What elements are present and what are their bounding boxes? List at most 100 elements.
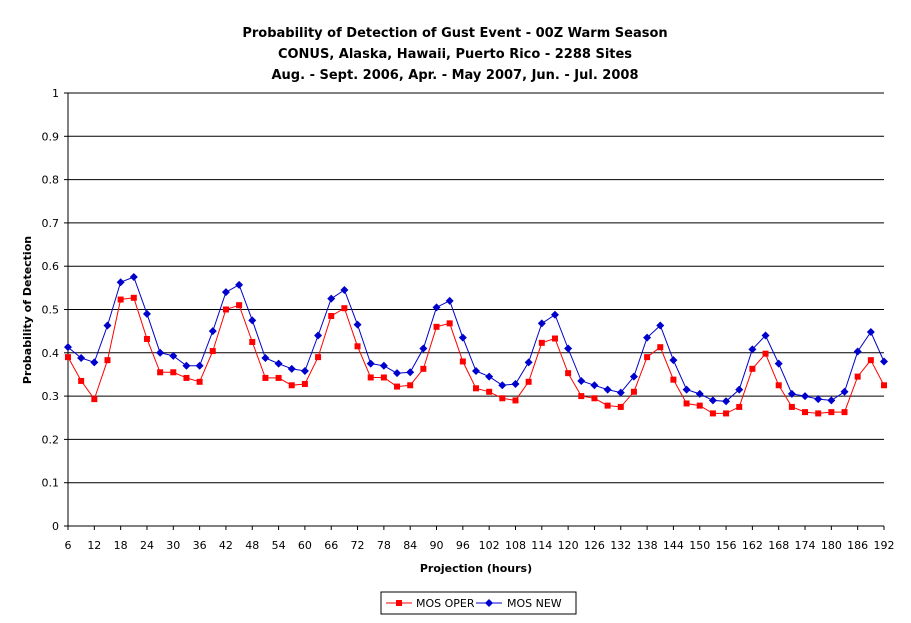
x-tick-label-25: 156 [716,539,737,552]
chart-title: Probability of Detection of Gust Event -… [242,26,667,83]
point-mos-oper-117 [551,335,558,342]
y-tick-label-4: 0.4 [42,347,60,360]
x-tick-label-13: 84 [403,539,417,552]
legend-label-mos-new: MOS NEW [507,597,562,610]
point-mos-oper-126 [591,395,598,402]
point-mos-oper-150 [696,402,703,409]
point-mos-new-24 [142,309,151,318]
x-tick-label-14: 90 [430,539,444,552]
point-mos-new-27 [156,348,165,357]
y-tick-label-8: 0.8 [42,174,60,187]
y-axis-label: Probability of Detection [21,236,34,384]
axes [64,92,885,530]
point-mos-oper-123 [578,393,585,400]
point-mos-new-156 [722,397,731,406]
point-mos-new-60 [300,366,309,375]
point-mos-oper-129 [604,402,611,409]
point-mos-new-78 [379,361,388,370]
x-tick-label-31: 192 [874,539,895,552]
point-mos-oper-75 [367,374,374,381]
point-mos-new-105 [498,381,507,390]
point-mos-new-69 [340,286,349,295]
point-mos-new-183 [840,387,849,396]
point-mos-new-84 [406,368,415,377]
point-mos-oper-165 [762,350,769,357]
point-mos-oper-78 [380,374,387,381]
point-mos-new-21 [129,273,138,282]
x-tick-label-9: 60 [298,539,312,552]
chart-title-line-2: CONUS, Alaska, Hawaii, Puerto Rico - 228… [278,47,632,62]
point-mos-oper-6 [65,354,71,361]
y-tick-labels: 0 0.1 0.2 0.3 0.4 0.5 0.6 0.7 0.8 0.9 1 [42,87,60,533]
point-mos-new-129 [603,385,612,394]
point-mos-new-132 [616,388,625,397]
x-tick-label-19: 120 [558,539,579,552]
point-mos-new-93 [445,296,454,305]
point-mos-new-111 [524,358,533,367]
point-mos-new-48 [248,316,257,325]
point-mos-new-126 [590,381,599,390]
point-mos-oper-57 [288,382,295,389]
x-tick-label-22: 138 [637,539,658,552]
point-mos-oper-174 [802,409,809,416]
x-axis-label: Projection (hours) [420,562,532,575]
point-mos-new-165 [761,331,770,340]
point-mos-oper-156 [723,410,730,417]
point-mos-oper-69 [341,305,348,312]
point-mos-oper-135 [630,388,637,395]
x-tick-label-11: 72 [351,539,365,552]
point-mos-new-144 [669,356,678,365]
chart-title-line-1: Probability of Detection of Gust Event -… [242,26,667,41]
point-mos-oper-102 [486,388,493,395]
point-mos-oper-192 [881,382,887,389]
point-mos-oper-111 [525,378,532,385]
point-mos-oper-63 [315,354,322,361]
point-mos-oper-147 [683,400,690,407]
point-mos-oper-48 [249,338,256,345]
point-mos-new-18 [116,278,125,287]
point-mos-new-9 [77,353,86,362]
x-tick-label-8: 54 [272,539,286,552]
point-mos-oper-15 [104,357,111,364]
x-tick-label-27: 168 [768,539,789,552]
point-mos-new-153 [708,396,717,405]
x-tick-label-2: 18 [114,539,128,552]
point-mos-new-102 [485,372,494,381]
point-mos-new-33 [182,361,191,370]
point-mos-oper-114 [538,339,545,346]
point-mos-new-192 [880,357,888,366]
point-mos-oper-39 [209,348,216,355]
y-tick-label-1: 0.1 [42,477,60,490]
series-line-mos-new [67,276,885,402]
x-tick-label-30: 186 [847,539,868,552]
x-tick-label-17: 108 [505,539,526,552]
point-mos-oper-9 [78,377,85,384]
point-mos-oper-54 [275,374,282,381]
point-mos-new-168 [774,359,783,368]
y-tick-label-0: 0 [52,520,59,533]
point-mos-new-117 [550,310,559,319]
point-mos-oper-162 [749,365,756,372]
point-mos-new-57 [287,364,296,373]
x-tick-label-5: 36 [193,539,207,552]
point-mos-new-123 [577,376,586,385]
point-mos-new-114 [537,319,546,328]
point-mos-new-54 [274,359,283,368]
point-mos-oper-186 [854,373,861,380]
point-mos-oper-96 [459,358,466,365]
point-mos-oper-99 [473,385,479,392]
point-mos-oper-108 [512,397,519,404]
x-tick-label-10: 66 [324,539,338,552]
point-mos-new-186 [853,347,862,356]
point-mos-oper-33 [183,374,190,381]
point-mos-oper-153 [709,410,716,417]
point-mos-oper-60 [301,380,308,387]
series [64,273,888,417]
point-mos-new-12 [90,358,99,367]
point-mos-new-177 [814,395,823,404]
point-mos-new-120 [564,344,573,353]
point-mos-new-135 [629,372,638,381]
point-mos-oper-90 [433,323,440,330]
point-mos-oper-177 [815,410,822,417]
point-mos-oper-18 [117,296,124,303]
